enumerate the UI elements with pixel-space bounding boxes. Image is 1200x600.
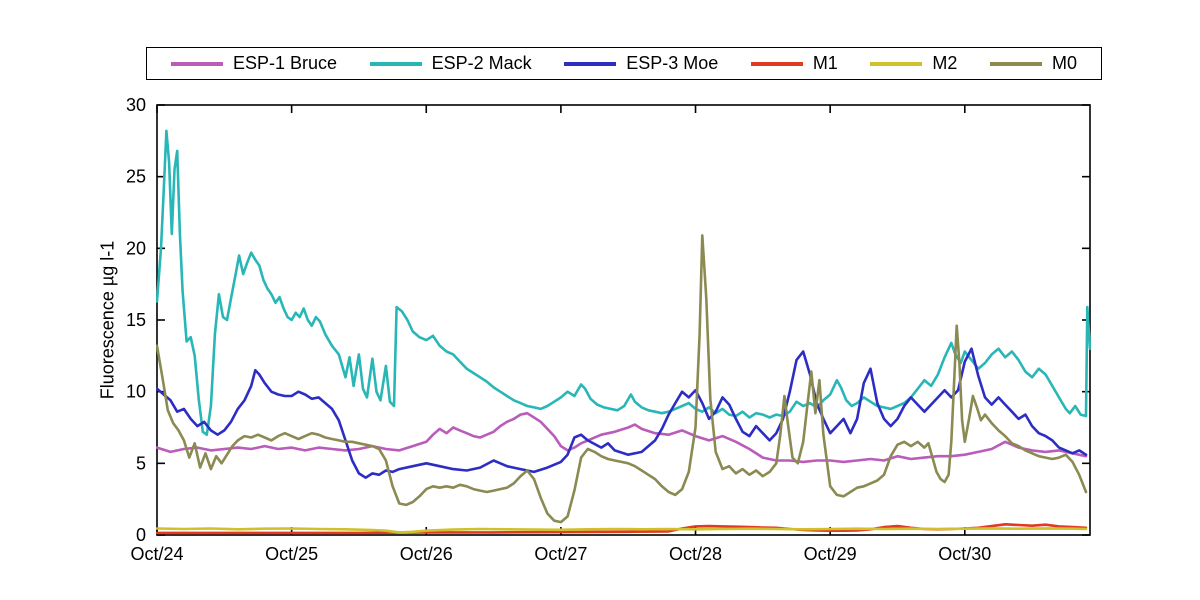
legend-label-m1: M1 <box>812 53 838 73</box>
legend-item-esp-1-bruce: ESP-1 Bruce <box>171 53 337 74</box>
x-tick-label: Oct/29 <box>804 544 857 564</box>
legend-label-esp-2-mack: ESP-2 Mack <box>431 53 532 73</box>
x-tick-label: Oct/27 <box>534 544 587 564</box>
legend-item-esp-2-mack: ESP-2 Mack <box>369 53 532 74</box>
legend-item-esp-3-moe: ESP-3 Moe <box>564 53 718 74</box>
x-tick-label: Oct/30 <box>938 544 991 564</box>
y-tick-label: 25 <box>126 167 146 187</box>
x-tick-label: Oct/26 <box>400 544 453 564</box>
legend-line-sample-m0 <box>989 61 1042 66</box>
legend-label-m2: M2 <box>932 53 958 73</box>
series-line-m1 <box>156 523 1088 535</box>
x-tick-label: Oct/25 <box>265 544 318 564</box>
y-tick-label: 15 <box>126 310 146 330</box>
y-tick-label: 20 <box>126 238 146 258</box>
y-tick-label: 5 <box>136 453 146 473</box>
x-tick-label: Oct/24 <box>130 544 183 564</box>
x-tick-label: Oct/28 <box>669 544 722 564</box>
legend-line-sample-esp-1-bruce <box>171 61 223 66</box>
chart-legend: ESP-1 Bruce ESP-2 Mack ESP-3 Moe M1 M2 M0 <box>146 47 1102 80</box>
series-line-esp-3-moe <box>156 347 1088 479</box>
legend-line-sample-m1 <box>750 61 803 66</box>
legend-label-m0: M0 <box>1051 53 1077 73</box>
series-line-m2 <box>156 527 1088 534</box>
y-tick-label: 30 <box>126 95 146 115</box>
series-line-esp-2-mack <box>156 129 1091 436</box>
legend-line-sample-esp-2-mack <box>369 61 422 66</box>
legend-item-m0: M0 <box>989 53 1077 74</box>
y-tick-label: 10 <box>126 382 146 402</box>
series-line-m0 <box>156 234 1088 524</box>
legend-line-sample-m2 <box>870 61 923 66</box>
legend-item-m1: M1 <box>750 53 838 74</box>
y-tick-label: 0 <box>136 525 146 545</box>
legend-item-m2: M2 <box>870 53 957 74</box>
legend-label-esp-1-bruce: ESP-1 Bruce <box>233 53 338 73</box>
legend-label-esp-3-moe: ESP-3 Moe <box>626 53 719 73</box>
legend-line-sample-esp-3-moe <box>564 61 617 66</box>
